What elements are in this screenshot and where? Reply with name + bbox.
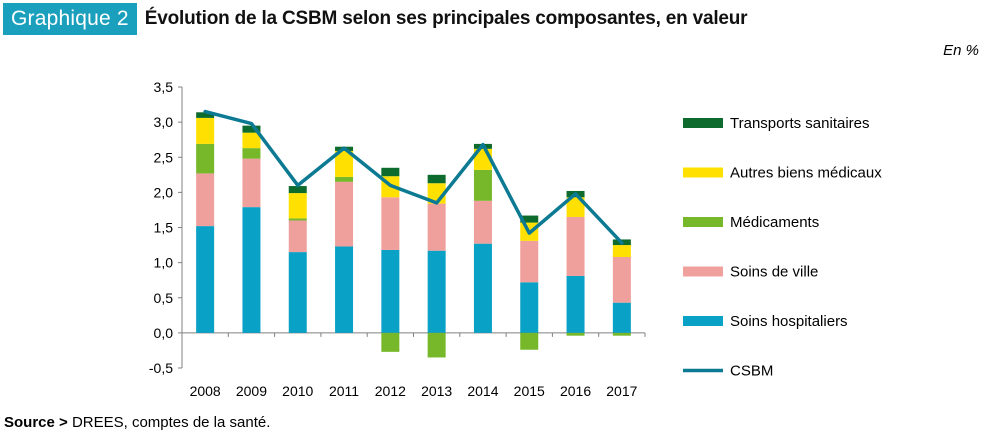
- x-tick-label: 2014: [467, 383, 498, 399]
- bar-transports-2015: [520, 215, 539, 223]
- bar-soins_ville-2015: [520, 240, 539, 283]
- bar-soins_hosp-2009: [242, 207, 261, 333]
- x-tick-label: 2016: [560, 383, 591, 399]
- bar-medicaments-2009: [242, 148, 261, 159]
- chart-header: Graphique 2 Évolution de la CSBM selon s…: [3, 3, 748, 35]
- x-tick-label: 2015: [514, 383, 545, 399]
- legend-label-soins_hosp: Soins hospitaliers: [730, 313, 848, 330]
- x-tick-label: 2008: [190, 383, 221, 399]
- bar-medicaments-2015: [520, 332, 539, 350]
- bar-medicaments-2012: [381, 332, 400, 352]
- bar-soins_hosp-2012: [381, 249, 400, 333]
- bar-soins_hosp-2011: [335, 246, 354, 333]
- bar-medicaments-2010: [288, 218, 307, 221]
- bar-soins_hosp-2008: [196, 226, 215, 333]
- bar-soins_ville-2013: [427, 203, 446, 251]
- source-note: Source > DREES, comptes de la santé.: [4, 414, 270, 431]
- bar-medicaments-2014: [473, 169, 492, 201]
- x-tick-label: 2010: [282, 383, 313, 399]
- bar-medicaments-2017: [612, 332, 631, 336]
- bar-soins_hosp-2016: [566, 275, 585, 333]
- bar-soins_hosp-2014: [473, 243, 492, 333]
- csbm-line: [203, 109, 624, 245]
- legend-swatch-transports: [683, 118, 723, 128]
- bar-transports-2008: [196, 112, 215, 118]
- bar-soins_hosp-2013: [427, 250, 446, 333]
- legend-label-autres: Autres biens médicaux: [730, 165, 882, 182]
- bar-soins_hosp-2017: [612, 302, 631, 333]
- x-tick-label: 2013: [421, 383, 452, 399]
- source-text: DREES, comptes de la santé.: [67, 414, 271, 431]
- bar-soins_hosp-2010: [288, 252, 307, 333]
- bar-autres-2010: [288, 193, 307, 219]
- bar-transports-2012: [381, 167, 400, 177]
- figure-badge: Graphique 2: [3, 3, 137, 35]
- bar-autres-2008: [196, 117, 215, 144]
- bar-soins_ville-2009: [242, 158, 261, 208]
- x-tick-label: 2017: [606, 383, 637, 399]
- bar-autres-2009: [242, 132, 261, 149]
- bar-transports-2013: [427, 174, 446, 184]
- bar-autres-2011: [335, 150, 354, 177]
- legend-label-soins_ville: Soins de ville: [730, 264, 818, 281]
- y-tick-label: 3,5: [154, 79, 174, 95]
- bar-soins_ville-2011: [335, 181, 354, 247]
- chart-title: Évolution de la CSBM selon ses principal…: [144, 8, 748, 29]
- legend-swatch-soins_hosp: [683, 316, 723, 326]
- bar-medicaments-2016: [566, 332, 585, 336]
- bar-soins_ville-2010: [288, 220, 307, 253]
- y-tick-label: 1,0: [154, 255, 174, 271]
- y-tick-label: 1,5: [154, 220, 174, 236]
- legend-swatch-soins_ville: [683, 266, 723, 277]
- y-tick-label: -0,5: [149, 360, 173, 376]
- legend-label-transports: Transports sanitaires: [730, 115, 870, 132]
- x-tick-label: 2009: [236, 383, 267, 399]
- bar-autres-2017: [612, 245, 631, 258]
- bar-medicaments-2011: [335, 176, 354, 182]
- legend-label-csbm: CSBM: [730, 363, 773, 380]
- x-tick-label: 2012: [375, 383, 406, 399]
- bar-soins_ville-2017: [612, 257, 631, 303]
- bar-soins_ville-2008: [196, 173, 215, 227]
- bar-soins_ville-2012: [381, 197, 400, 250]
- bar-soins_hosp-2015: [520, 282, 539, 333]
- bar-soins_ville-2016: [566, 216, 585, 276]
- bar-soins_ville-2014: [473, 200, 492, 244]
- bar-transports-2010: [288, 186, 307, 194]
- y-tick-label: 0,0: [154, 325, 174, 341]
- legend-label-medicaments: Médicaments: [730, 214, 819, 231]
- legend-swatch-medicaments: [683, 217, 723, 227]
- bar-medicaments-2008: [196, 143, 215, 174]
- source-label: Source >: [4, 414, 68, 431]
- x-tick-label: 2011: [329, 383, 359, 399]
- y-tick-label: 0,5: [154, 290, 174, 306]
- bar-autres-2016: [566, 197, 585, 217]
- y-tick-label: 2,5: [154, 149, 174, 165]
- y-tick-label: 2,0: [154, 184, 174, 200]
- unit-label: En %: [943, 42, 979, 59]
- bar-medicaments-2013: [427, 332, 446, 358]
- bar-transports-2009: [242, 125, 261, 133]
- y-tick-label: 3,0: [154, 114, 174, 130]
- legend-swatch-autres: [683, 167, 723, 178]
